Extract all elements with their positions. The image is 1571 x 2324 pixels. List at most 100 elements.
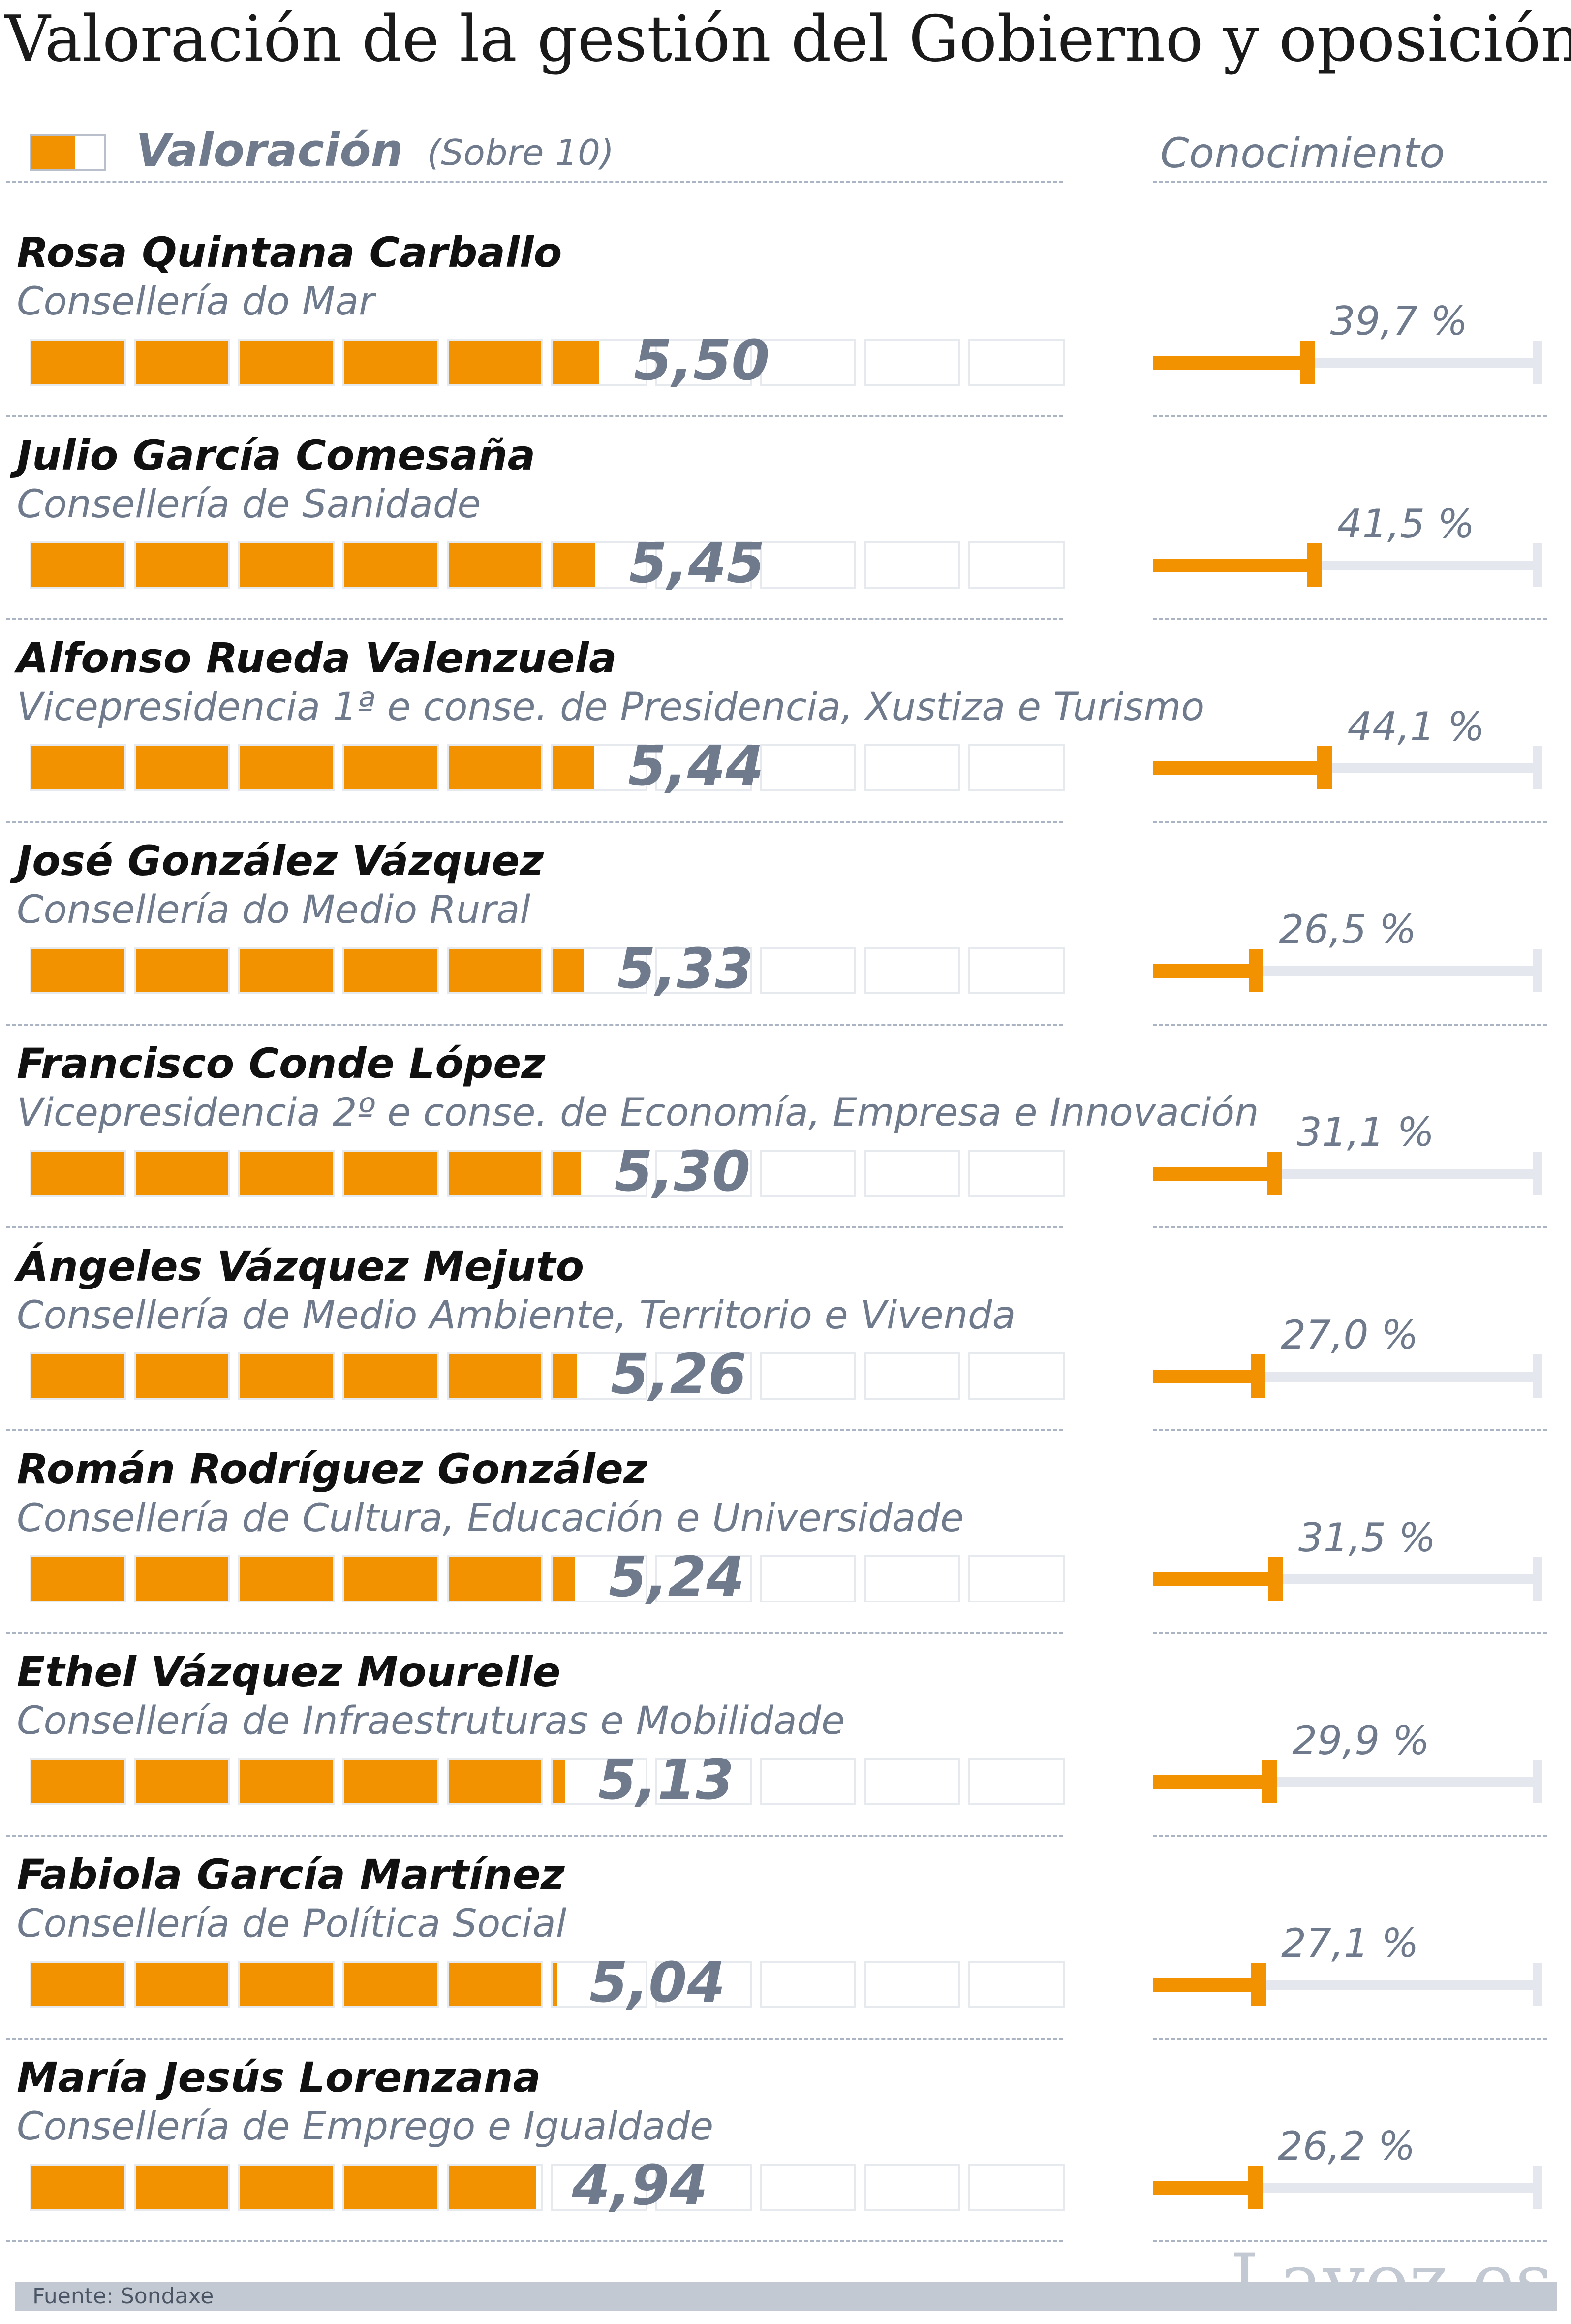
score-bar-fill bbox=[449, 1760, 541, 1803]
knowledge-marker bbox=[1266, 1152, 1282, 1195]
score-segment bbox=[551, 947, 647, 994]
knowledge-value-label: 26,5 % bbox=[1279, 907, 1417, 952]
score-segment bbox=[968, 1352, 1065, 1400]
score-value-label: 5,13 bbox=[598, 1748, 734, 1812]
score-bar-fill bbox=[344, 949, 437, 992]
score-segment bbox=[342, 744, 439, 791]
row-department: Consellería de Sanidade bbox=[17, 482, 481, 527]
row-divider bbox=[1153, 2240, 1547, 2242]
row-divider bbox=[6, 415, 1063, 417]
score-segment bbox=[864, 2164, 960, 2211]
score-segment bbox=[968, 947, 1065, 994]
score-bar-fill bbox=[344, 746, 437, 789]
score-segment bbox=[134, 339, 230, 386]
legend-sublabel: (Sobre 10) bbox=[427, 132, 615, 173]
score-bar-fill bbox=[344, 1354, 437, 1398]
knowledge-bar-fill bbox=[1153, 559, 1315, 572]
score-segment bbox=[760, 1555, 856, 1602]
score-segment bbox=[864, 541, 960, 589]
score-bar-fill bbox=[31, 341, 124, 384]
score-bar-fill bbox=[449, 746, 541, 789]
score-segment bbox=[655, 1352, 752, 1400]
row-department: Consellería de Política Social bbox=[17, 1902, 567, 1946]
score-segment bbox=[134, 1150, 230, 1197]
score-segment bbox=[447, 541, 543, 589]
row-divider bbox=[6, 1024, 1063, 1026]
score-bar-fill bbox=[31, 746, 124, 789]
score-segment bbox=[342, 1555, 439, 1602]
knowledge-marker bbox=[1307, 543, 1322, 587]
knowledge-track-end bbox=[1533, 746, 1542, 789]
score-segment bbox=[655, 2164, 752, 2211]
score-segment bbox=[968, 1555, 1065, 1602]
row-name: Ángeles Vázquez Mejuto bbox=[17, 1242, 585, 1290]
score-segment bbox=[551, 1352, 647, 1400]
score-segment bbox=[760, 339, 856, 386]
row-name: María Jesús Lorenzana bbox=[17, 2053, 541, 2102]
score-segment bbox=[238, 1352, 335, 1400]
score-segment bbox=[968, 1758, 1065, 1805]
ranking-row: María Jesús Lorenzana Consellería de Empr… bbox=[0, 2044, 1571, 2247]
knowledge-track-end bbox=[1533, 1354, 1542, 1398]
score-value-label: 5,50 bbox=[634, 329, 770, 393]
score-segment bbox=[968, 1961, 1065, 2008]
score-bar-fill bbox=[240, 543, 333, 587]
row-department: Consellería do Medio Rural bbox=[17, 888, 531, 932]
ranking-row: Ethel Vázquez Mourelle Consellería de Inf… bbox=[0, 1639, 1571, 1842]
knowledge-marker bbox=[1247, 2166, 1263, 2209]
score-segment bbox=[30, 2164, 126, 2211]
score-segment bbox=[238, 541, 335, 589]
ranking-row: Francisco Conde López Vicepresidencia 2º … bbox=[0, 1031, 1571, 1233]
score-segment bbox=[551, 541, 647, 589]
row-name: Rosa Quintana Carballo bbox=[17, 228, 562, 277]
knowledge-value-label: 26,2 % bbox=[1277, 2123, 1416, 2169]
knowledge-bar-fill bbox=[1153, 1978, 1259, 1992]
score-segment bbox=[30, 947, 126, 994]
score-value-label: 5,04 bbox=[589, 1951, 726, 2015]
row-department: Vicepresidencia 1ª e conse. de Presidenc… bbox=[17, 685, 1205, 729]
row-name: Ethel Vázquez Mourelle bbox=[17, 1648, 561, 1696]
knowledge-track-end bbox=[1533, 1760, 1542, 1803]
row-name: Román Rodríguez González bbox=[17, 1445, 647, 1493]
score-segment bbox=[30, 1150, 126, 1197]
score-segment bbox=[551, 1555, 647, 1602]
score-segment bbox=[655, 744, 752, 791]
header-divider-left bbox=[6, 181, 1063, 183]
score-segment bbox=[864, 339, 960, 386]
row-department: Consellería de Emprego e Igualdade bbox=[17, 2104, 714, 2149]
score-segment bbox=[864, 947, 960, 994]
score-bar-fill bbox=[136, 1557, 228, 1601]
score-segment bbox=[342, 1150, 439, 1197]
score-segment bbox=[447, 1150, 543, 1197]
knowledge-track-end bbox=[1533, 2166, 1542, 2209]
score-segment bbox=[760, 744, 856, 791]
score-segment bbox=[551, 2164, 647, 2211]
score-segment bbox=[30, 339, 126, 386]
knowledge-value-label: 41,5 % bbox=[1337, 501, 1475, 547]
score-segment bbox=[447, 339, 543, 386]
row-divider bbox=[1153, 821, 1547, 823]
score-value-label: 5,33 bbox=[617, 937, 754, 1001]
row-divider bbox=[1153, 618, 1547, 620]
score-segment bbox=[342, 1758, 439, 1805]
score-bar-fill bbox=[240, 1557, 333, 1601]
score-bar-fill bbox=[31, 543, 124, 587]
score-segment bbox=[655, 1961, 752, 2008]
score-bar-fill bbox=[553, 1963, 557, 2006]
score-bar-fill bbox=[31, 949, 124, 992]
score-bar-fill bbox=[449, 1354, 541, 1398]
score-segment bbox=[238, 2164, 335, 2211]
score-bar-fill bbox=[136, 746, 228, 789]
ranking-row: José González Vázquez Consellería do Medi… bbox=[0, 828, 1571, 1031]
score-segment bbox=[551, 1961, 647, 2008]
score-bar-fill bbox=[553, 543, 595, 587]
score-bar-fill bbox=[449, 2166, 536, 2209]
score-segment bbox=[968, 541, 1065, 589]
knowledge-marker bbox=[1251, 1963, 1266, 2006]
legend-knowledge-label: Conocimiento bbox=[1160, 129, 1445, 177]
score-segment bbox=[864, 1961, 960, 2008]
ranking-row: Ángeles Vázquez Mejuto Consellería de Med… bbox=[0, 1233, 1571, 1436]
row-divider bbox=[6, 1429, 1063, 1431]
score-segment bbox=[760, 1352, 856, 1400]
score-segment bbox=[447, 1352, 543, 1400]
